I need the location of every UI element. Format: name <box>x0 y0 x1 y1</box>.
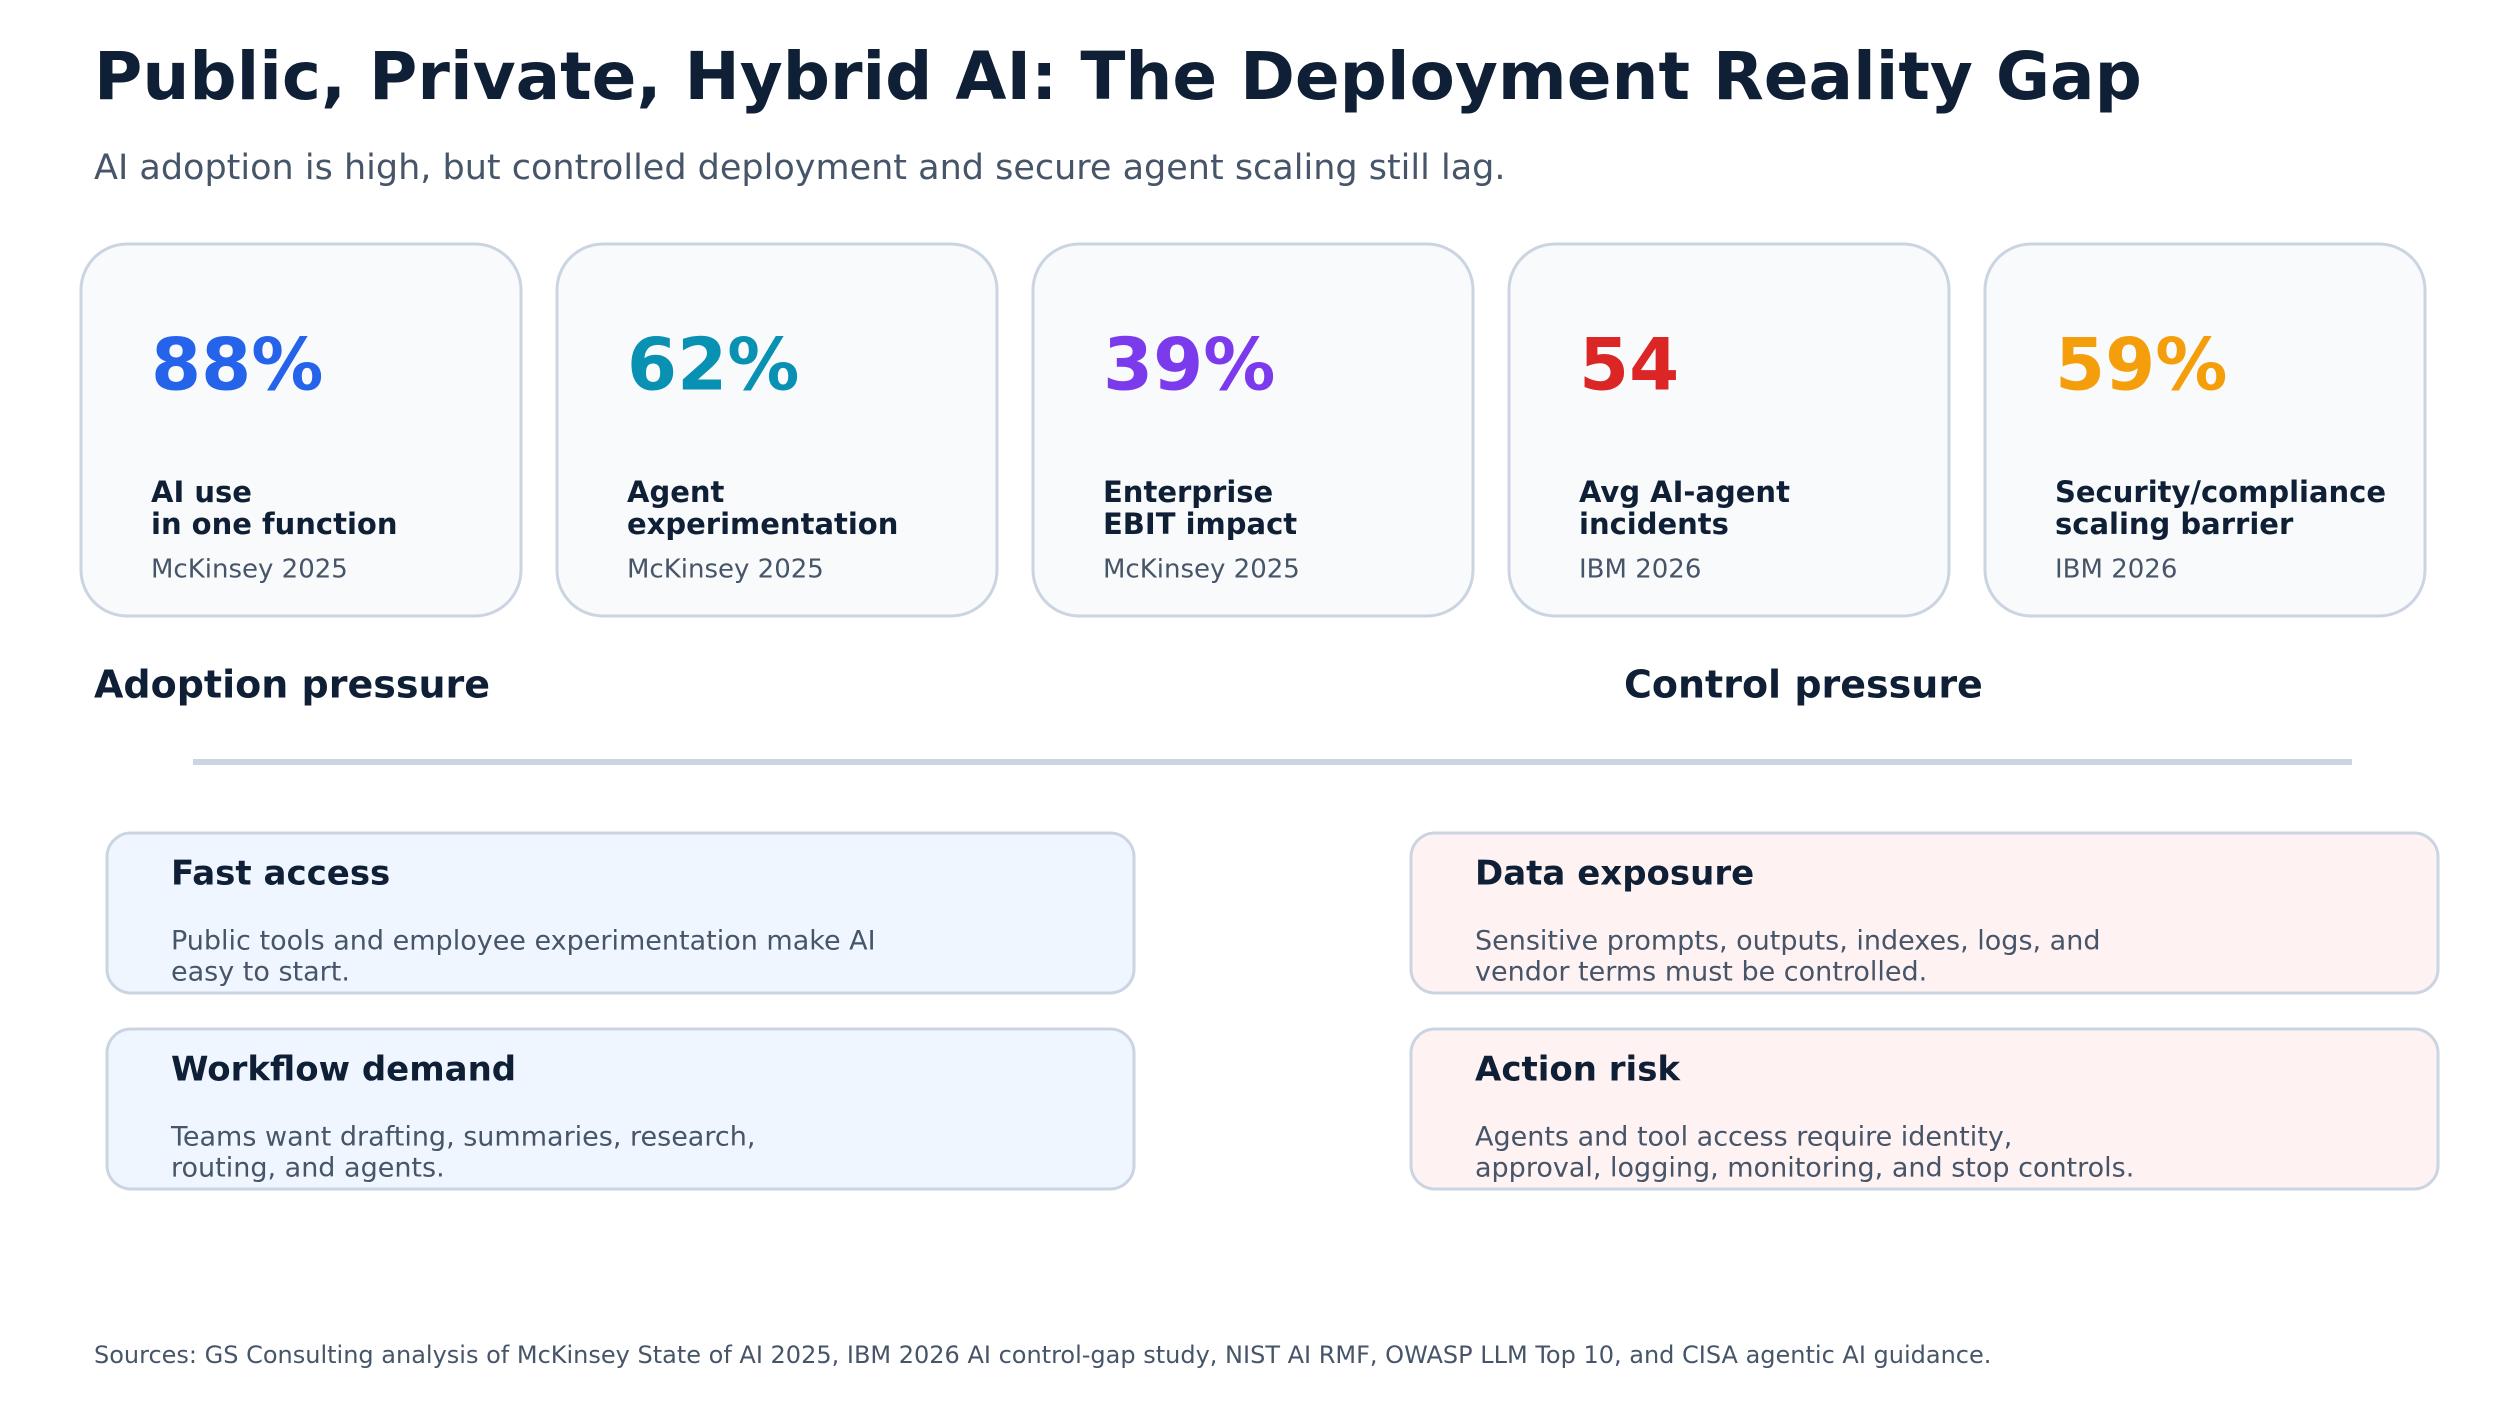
stat-card <box>1507 242 1951 618</box>
stat-label: Avg AI-agent <box>1579 475 1790 509</box>
box-text: Public tools and employee experimentatio… <box>171 926 876 957</box>
stat-card <box>555 242 999 618</box>
stat-source: IBM 2026 <box>1579 555 1701 585</box>
stat-card <box>1031 242 1475 618</box>
subtitle: AI adoption is high, but controlled depl… <box>94 148 1505 188</box>
stat-label: Enterprise <box>1103 475 1273 509</box>
box-text: routing, and agents. <box>171 1153 445 1184</box>
stat-label: EBIT impact <box>1103 507 1297 541</box>
box-text: Agents and tool access require identity, <box>1475 1122 2012 1153</box>
box-title: Fast access <box>171 854 390 894</box>
stat-value: 54 <box>1579 323 1679 407</box>
section-heading: Control pressure <box>1624 663 1983 707</box>
title: Public, Private, Hybrid AI: The Deployme… <box>94 38 2142 115</box>
pressure-box <box>1409 831 2440 995</box>
stat-card <box>1983 242 2427 618</box>
stat-label: experimentation <box>627 507 898 541</box>
stat-card <box>79 242 523 618</box>
pressure-box <box>105 831 1136 995</box>
stat-value: 62% <box>627 323 799 407</box>
stat-source: McKinsey 2025 <box>151 555 348 585</box>
stat-source: IBM 2026 <box>2055 555 2177 585</box>
box-text: vendor terms must be controlled. <box>1475 957 1927 988</box>
stat-label: scaling barrier <box>2055 507 2294 541</box>
footer: Sources: GS Consulting analysis of McKin… <box>94 1341 1991 1369</box>
stat-label: in one function <box>151 507 398 541</box>
stat-value: 59% <box>2055 323 2227 407</box>
stat-label: incidents <box>1579 507 1729 541</box>
stat-source: McKinsey 2025 <box>1103 555 1300 585</box>
stat-label: Security/compliance <box>2055 475 2386 509</box>
stat-value: 88% <box>151 323 323 407</box>
box-title: Action risk <box>1475 1050 1681 1090</box>
box-text: Sensitive prompts, outputs, indexes, log… <box>1475 926 2100 957</box>
pressure-box <box>1409 1027 2440 1191</box>
pressure-box <box>105 1027 1136 1191</box>
box-title: Data exposure <box>1475 854 1754 894</box>
stat-source: McKinsey 2025 <box>627 555 824 585</box>
section-heading: Adoption pressure <box>94 663 490 707</box>
stat-label: Agent <box>627 475 725 509</box>
box-title: Workflow demand <box>171 1050 516 1090</box>
box-text: easy to start. <box>171 957 350 988</box>
stat-label: AI use <box>151 475 252 509</box>
box-text: approval, logging, monitoring, and stop … <box>1475 1153 2134 1184</box>
stat-value: 39% <box>1103 323 1275 407</box>
box-text: Teams want drafting, summaries, research… <box>170 1122 755 1153</box>
